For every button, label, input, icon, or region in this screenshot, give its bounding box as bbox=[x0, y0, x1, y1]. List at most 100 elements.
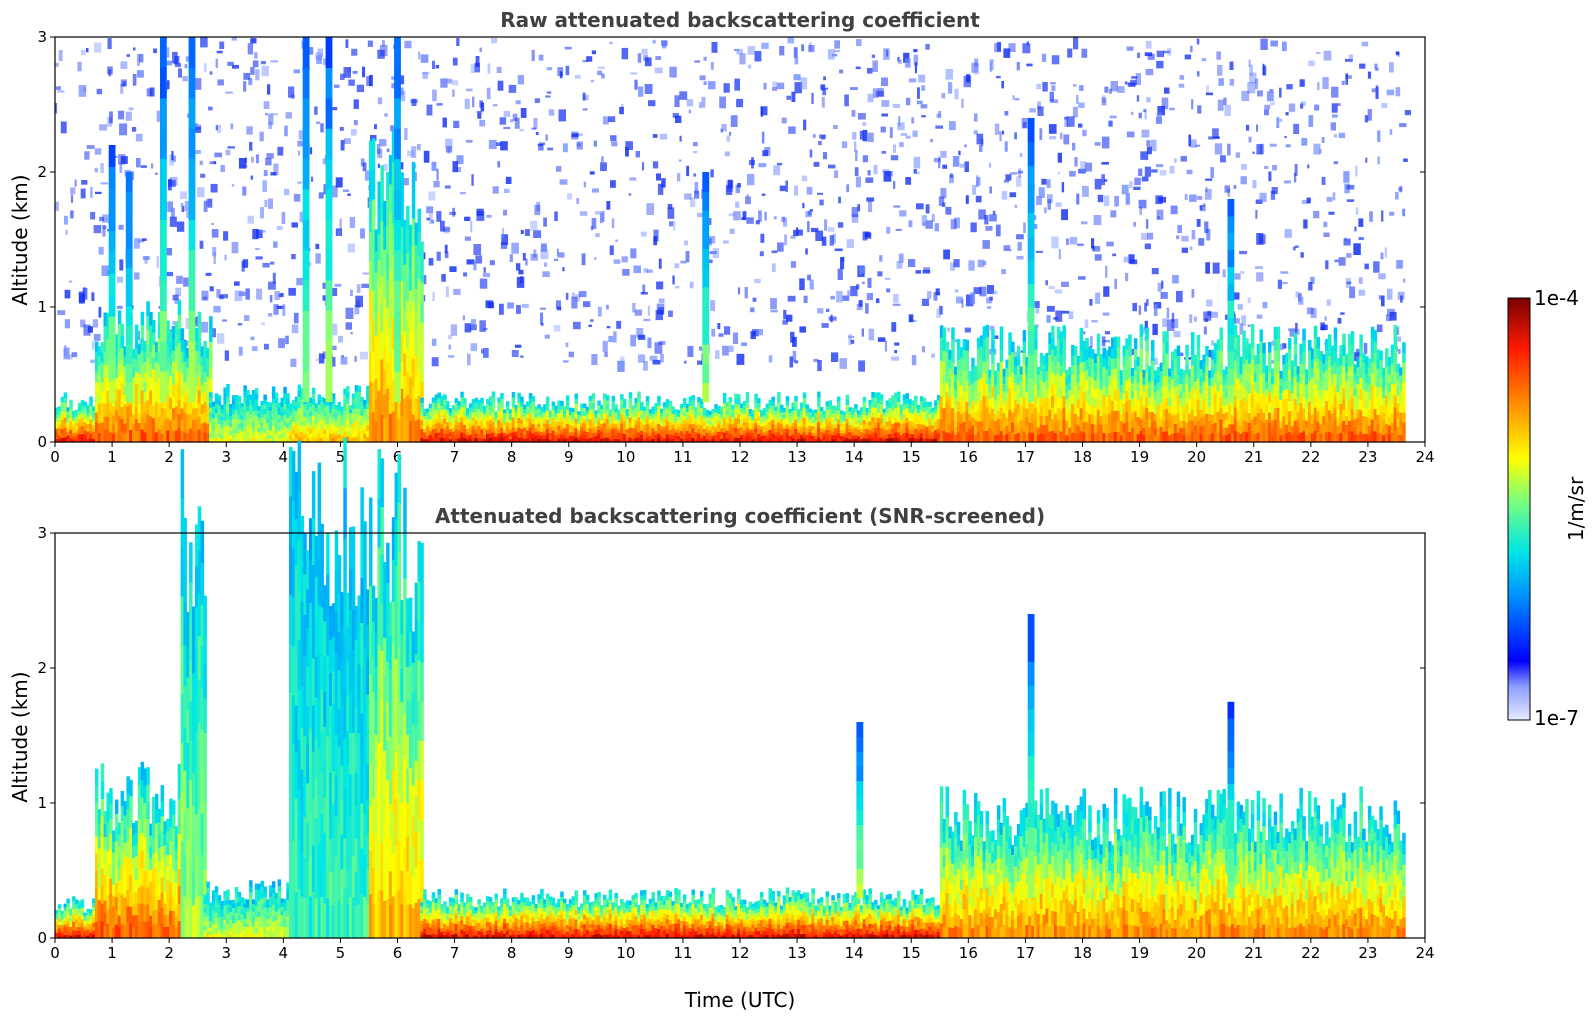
backscatter-cell bbox=[388, 298, 393, 328]
noise-cell bbox=[165, 271, 174, 277]
backscatter-cell bbox=[877, 422, 881, 428]
noise-cell bbox=[1203, 311, 1212, 321]
noise-cell bbox=[759, 251, 764, 257]
backscatter-cell bbox=[194, 430, 199, 443]
backscatter-cell bbox=[488, 410, 493, 416]
noise-cell bbox=[470, 343, 478, 352]
backscatter-cell bbox=[283, 431, 287, 438]
noise-cell bbox=[1101, 336, 1106, 347]
noise-cell bbox=[736, 98, 744, 108]
backscatter-cell bbox=[508, 435, 513, 440]
backscatter-cell bbox=[694, 431, 698, 436]
noise-cell bbox=[536, 201, 540, 212]
noise-cell bbox=[496, 66, 502, 73]
backscatter-cell bbox=[897, 411, 901, 418]
noise-cell bbox=[193, 124, 202, 130]
backscatter-cell bbox=[671, 424, 675, 429]
noise-cell bbox=[1167, 47, 1172, 56]
backscatter-cell bbox=[366, 391, 370, 398]
backscatter-cell bbox=[548, 432, 553, 437]
backscatter-cell bbox=[403, 241, 407, 265]
noise-cell bbox=[1169, 107, 1175, 111]
backscatter-cell bbox=[443, 427, 447, 434]
noise-cell bbox=[1089, 299, 1093, 306]
noise-cell bbox=[284, 125, 288, 137]
backscatter-cell bbox=[682, 406, 687, 412]
backscatter-cell bbox=[825, 425, 830, 431]
noise-cell bbox=[149, 87, 155, 97]
backscatter-cell bbox=[897, 431, 901, 438]
noise-cell bbox=[803, 295, 808, 303]
backscatter-cell bbox=[83, 433, 87, 439]
backscatter-cell bbox=[283, 425, 287, 432]
backscatter-cell bbox=[95, 361, 99, 373]
backscatter-cell bbox=[120, 359, 125, 372]
backscatter-cell bbox=[460, 421, 464, 428]
backscatter-cell bbox=[705, 438, 710, 443]
backscatter-cell bbox=[232, 399, 236, 406]
backscatter-cell bbox=[388, 212, 393, 242]
backscatter-cell bbox=[737, 408, 741, 414]
noise-cell bbox=[699, 75, 706, 81]
backscatter-cell bbox=[506, 437, 510, 443]
noise-cell bbox=[1152, 323, 1158, 336]
backscatter-cell bbox=[782, 438, 787, 443]
backscatter-cell bbox=[760, 413, 764, 417]
noise-cell bbox=[866, 197, 875, 202]
backscatter-cell bbox=[354, 436, 359, 443]
backscatter-cell bbox=[583, 434, 587, 439]
backscatter-cell bbox=[628, 422, 633, 428]
noise-cell bbox=[1131, 111, 1134, 115]
backscatter-cell bbox=[434, 432, 439, 438]
noise-cell bbox=[1306, 307, 1314, 315]
backscatter-cell bbox=[548, 438, 553, 443]
backscatter-cell bbox=[420, 419, 424, 425]
noise-cell bbox=[1029, 108, 1036, 113]
backscatter-cell bbox=[774, 417, 778, 422]
backscatter-cell bbox=[446, 429, 450, 435]
noise-cell bbox=[1227, 188, 1231, 197]
backscatter-cell bbox=[774, 406, 778, 411]
backscatter-cell bbox=[363, 429, 367, 435]
noise-cell bbox=[199, 240, 204, 249]
noise-cell bbox=[644, 57, 652, 67]
backscatter-cell bbox=[334, 427, 339, 432]
backscatter-cell bbox=[908, 407, 912, 413]
noise-cell bbox=[259, 131, 264, 142]
backscatter-cell bbox=[748, 422, 753, 427]
noise-cell bbox=[1051, 236, 1059, 249]
noise-cell bbox=[1079, 85, 1084, 91]
backscatter-cell bbox=[777, 406, 781, 413]
backscatter-cell bbox=[905, 437, 909, 443]
noise-cell bbox=[100, 163, 104, 173]
backscatter-cell bbox=[109, 422, 113, 433]
noise-cell bbox=[609, 245, 614, 255]
backscatter-cell bbox=[468, 403, 473, 408]
backscatter-cell bbox=[269, 406, 273, 411]
backscatter-cell bbox=[931, 428, 935, 433]
noise-cell bbox=[1171, 318, 1179, 329]
backscatter-cell bbox=[186, 432, 190, 443]
noise-cell bbox=[262, 262, 270, 268]
backscatter-cell bbox=[483, 413, 487, 418]
noise-cell bbox=[483, 348, 489, 358]
backscatter-cell bbox=[688, 410, 693, 416]
backscatter-cell bbox=[768, 429, 772, 435]
noise-cell bbox=[683, 360, 687, 364]
backscatter-cell bbox=[177, 328, 182, 344]
noise-cell bbox=[69, 280, 72, 283]
backscatter-cell bbox=[251, 400, 256, 407]
noise-cell bbox=[1332, 114, 1338, 118]
noise-cell bbox=[377, 163, 380, 169]
noise-cell bbox=[1400, 295, 1403, 303]
backscatter-cell bbox=[754, 408, 758, 414]
backscatter-cell bbox=[163, 408, 167, 421]
noise-cell bbox=[669, 66, 677, 78]
noise-cell bbox=[546, 91, 552, 94]
backscatter-cell bbox=[591, 432, 596, 438]
backscatter-cell bbox=[63, 397, 68, 403]
backscatter-cell bbox=[271, 392, 276, 399]
backscatter-cell bbox=[357, 402, 361, 409]
backscatter-cell bbox=[568, 431, 573, 436]
noise-cell bbox=[485, 300, 494, 308]
